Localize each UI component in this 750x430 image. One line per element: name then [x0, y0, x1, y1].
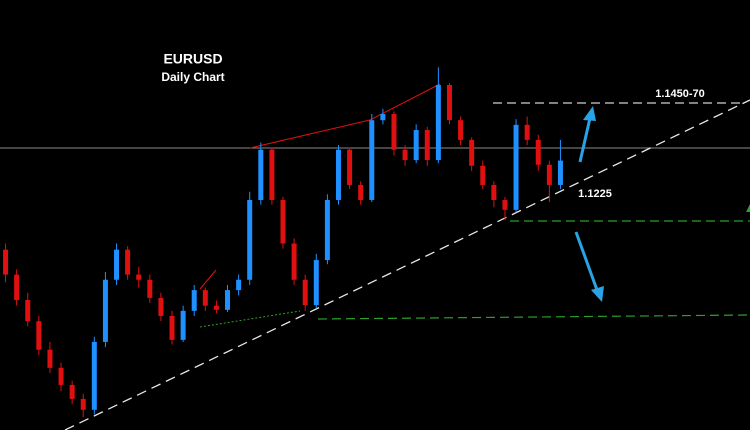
candle-body: [14, 274, 20, 300]
trend-line: [249, 83, 441, 149]
arrow: [578, 106, 596, 163]
candle-body: [247, 199, 253, 280]
candle-body: [513, 124, 519, 210]
candle-body: [546, 164, 552, 185]
candle-body: [58, 367, 64, 385]
candle-body: [202, 290, 208, 306]
candle-body: [125, 249, 131, 275]
candle-body: [335, 149, 341, 200]
candle-body: [524, 124, 530, 140]
candle-body: [91, 341, 97, 410]
annotation: 1.1450-70: [655, 88, 705, 100]
candle-body: [502, 199, 508, 210]
candle-body: [225, 290, 231, 310]
candle-body: [236, 279, 242, 291]
candle-body: [169, 316, 175, 340]
trend-line: [199, 269, 217, 290]
candle-body: [47, 349, 53, 368]
support-line: [199, 310, 301, 328]
candle-body: [3, 249, 9, 275]
candle-body: [535, 139, 541, 165]
annotation: 1.1225: [578, 188, 612, 200]
trend-line: [64, 99, 750, 430]
candle-body: [158, 297, 164, 317]
candle-body: [313, 260, 319, 306]
chart-subtitle: Daily Chart: [161, 70, 224, 84]
candle-body: [458, 120, 464, 140]
candle-body: [380, 113, 386, 121]
candle-body: [180, 310, 186, 340]
candle-body: [102, 279, 108, 342]
candle-body: [469, 139, 475, 166]
candle-body: [36, 321, 42, 350]
candle-body: [114, 249, 120, 280]
chart-title: EURUSD: [163, 51, 222, 67]
candle-body: [491, 184, 497, 200]
candle-body: [258, 149, 264, 200]
arrow: [574, 231, 604, 302]
candle-body: [557, 160, 563, 185]
marker: [746, 204, 750, 212]
candles: [3, 67, 563, 418]
candle-body: [80, 398, 86, 410]
candle-body: [369, 120, 375, 200]
candle-body: [435, 84, 441, 161]
candle-body: [213, 305, 219, 310]
candle-body: [480, 165, 486, 185]
candle-body: [358, 184, 364, 200]
candle-body: [402, 149, 408, 161]
candle-body: [25, 299, 31, 322]
candle-body: [269, 149, 275, 200]
candle-body: [424, 130, 430, 161]
support-line: [317, 314, 750, 320]
candle-body: [147, 279, 153, 298]
candle-body: [446, 84, 452, 121]
candle-body: [391, 113, 397, 150]
candle-body: [347, 149, 353, 185]
candle-body: [291, 243, 297, 280]
candle-body: [324, 199, 330, 261]
candle-body: [191, 290, 197, 311]
candle-body: [136, 274, 142, 280]
candle-body: [302, 279, 308, 306]
candle-body: [69, 384, 75, 399]
candle-body: [413, 130, 419, 161]
candle-body: [280, 199, 286, 244]
